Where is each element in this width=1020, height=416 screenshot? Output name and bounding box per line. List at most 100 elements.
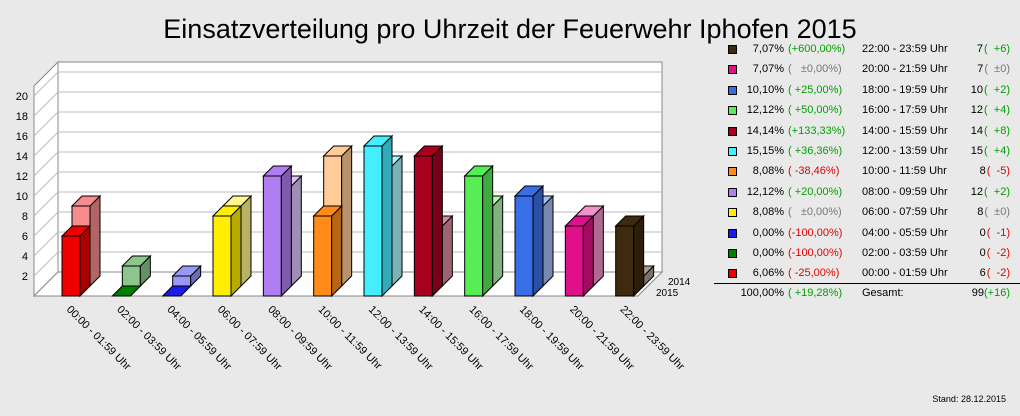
bar-top [70, 195, 102, 207]
legend-change: (-100,00%) [788, 226, 843, 239]
legend-percent: 7,07% [752, 63, 784, 76]
bar-side [431, 144, 443, 298]
legend-count-value: 12 [970, 185, 984, 198]
bar-2015 [161, 285, 192, 297]
legend-percent: 8,08% [752, 165, 784, 178]
legend-row: 15,15% ( +36,36%) 12:00 - 13:59 Uhr 15( +4) [706, 144, 1020, 161]
bar-2015 [111, 285, 142, 297]
legend-row: 12,12% ( +20,00%) 08:00 - 09:59 Uhr 12( +2) [706, 185, 1020, 202]
bar-front [172, 275, 192, 287]
y-tick-label: 20 [16, 91, 28, 103]
total-label: Gesamt: [862, 287, 904, 299]
legend-count-diff: ( ±0) [984, 63, 1010, 76]
legend-time-range: 02:00 - 03:59 Uhr [862, 247, 948, 259]
grid-line [33, 111, 662, 137]
series-label-2015: 2015 [656, 288, 679, 299]
bar-2015 [413, 144, 444, 298]
bar-top [312, 205, 343, 217]
bar-side [633, 214, 645, 298]
grid-lines [33, 71, 662, 277]
legend-count: 6( -2) [980, 267, 1010, 279]
bar-front [363, 145, 383, 297]
legend-count: 14( +8) [971, 125, 1010, 137]
grid-line [33, 91, 662, 117]
legend-count: 10( +2) [971, 84, 1010, 96]
grid-line [33, 251, 662, 277]
bar-2015 [211, 204, 243, 298]
bar-2014 [171, 264, 202, 288]
bar-front [615, 225, 635, 297]
bar-front [514, 195, 534, 297]
bar-2015 [614, 214, 645, 298]
legend-change: ( +36,36%) [788, 145, 843, 157]
bar-2015 [564, 214, 595, 298]
bar-side [240, 194, 252, 288]
bar-side [542, 194, 554, 288]
y-tick-label: 2 [22, 271, 28, 283]
legend-count-value: 15 [970, 145, 984, 157]
legend-percent: 8,08% [752, 206, 784, 219]
bar-2015 [312, 204, 343, 298]
legend-count-diff: ( -1) [986, 226, 1010, 239]
bar-side [492, 194, 504, 288]
grid-line [33, 211, 662, 237]
legend-count-diff: ( -2) [986, 267, 1010, 280]
legend-count: 12( +4) [971, 104, 1010, 116]
legend-count-diff: ( +2) [984, 83, 1010, 96]
bar-side [582, 214, 594, 298]
bar-top [513, 185, 545, 197]
bar-side [381, 134, 393, 298]
legend-time-range: 12:00 - 13:59 Uhr [862, 145, 948, 157]
bar-front [262, 175, 282, 297]
bar-front [212, 215, 232, 297]
legend-percent: 6,06% [752, 267, 784, 280]
bar-front [564, 225, 584, 297]
bar-2015 [362, 134, 394, 298]
legend-swatch [728, 45, 737, 54]
legend-count-value: 10 [970, 83, 984, 96]
legend-count-diff: ( +6) [984, 43, 1010, 55]
bar-side [290, 174, 302, 288]
legend-count-value: 12 [970, 104, 984, 117]
legend-count-value: 7 [977, 63, 984, 76]
legend-count-diff: ( +8) [984, 124, 1010, 137]
legend-time-range: 20:00 - 21:59 Uhr [862, 63, 948, 76]
y-tick-label: 4 [22, 251, 28, 263]
legend-change: ( ±0,00%) [788, 63, 842, 76]
legend-change: (+600,00%) [788, 43, 846, 55]
legend-percent: 14,14% [746, 124, 784, 137]
bar-2015 [262, 164, 293, 298]
legend-row: 8,08% ( ±0,00%) 06:00 - 07:59 Uhr 8( ±0) [706, 205, 1020, 222]
legend-separator [714, 283, 1020, 284]
legend-swatch [728, 208, 737, 218]
y-tick-label: 6 [22, 231, 28, 243]
bar-side [341, 144, 353, 288]
bar-top [211, 205, 243, 217]
bar-2014 [121, 254, 152, 288]
back-wall [57, 61, 663, 273]
legend-swatch [728, 85, 737, 95]
bar-top [161, 285, 192, 297]
legend-swatch [728, 106, 737, 116]
legend-count-value: 14 [970, 124, 984, 137]
bar-side [532, 184, 544, 298]
bar-top [463, 165, 494, 177]
legend-count-diff: ( +2) [984, 185, 1010, 198]
plot-walls [32, 60, 664, 298]
y-tick-label: 8 [22, 211, 28, 223]
legend-count: 7( +6) [977, 43, 1010, 55]
bar-chart-plot: 2 4 6 8 10 12 14 16 18 20 00:00 - 01:59 Uhr02:00 … [16, 60, 691, 373]
total-count-value: 99 [971, 287, 984, 299]
legend-row: 6,06% ( -25,00%) 00:00 - 01:59 Uhr 6( -2) [706, 266, 1020, 283]
legend-time-range: 10:00 - 11:59 Uhr [862, 165, 947, 178]
bar-side [331, 204, 343, 298]
legend-swatch [728, 269, 737, 279]
bar-top [60, 225, 92, 237]
legend-count-diff: ( -5) [986, 165, 1010, 178]
bar-front [61, 235, 81, 297]
legend-change: ( -38,46%) [788, 165, 840, 178]
legend-count: 7( ±0) [977, 63, 1010, 75]
y-tick-label: 14 [16, 151, 28, 163]
legend-count: 8( -5) [980, 165, 1010, 177]
legend-count-value: 8 [979, 165, 986, 178]
